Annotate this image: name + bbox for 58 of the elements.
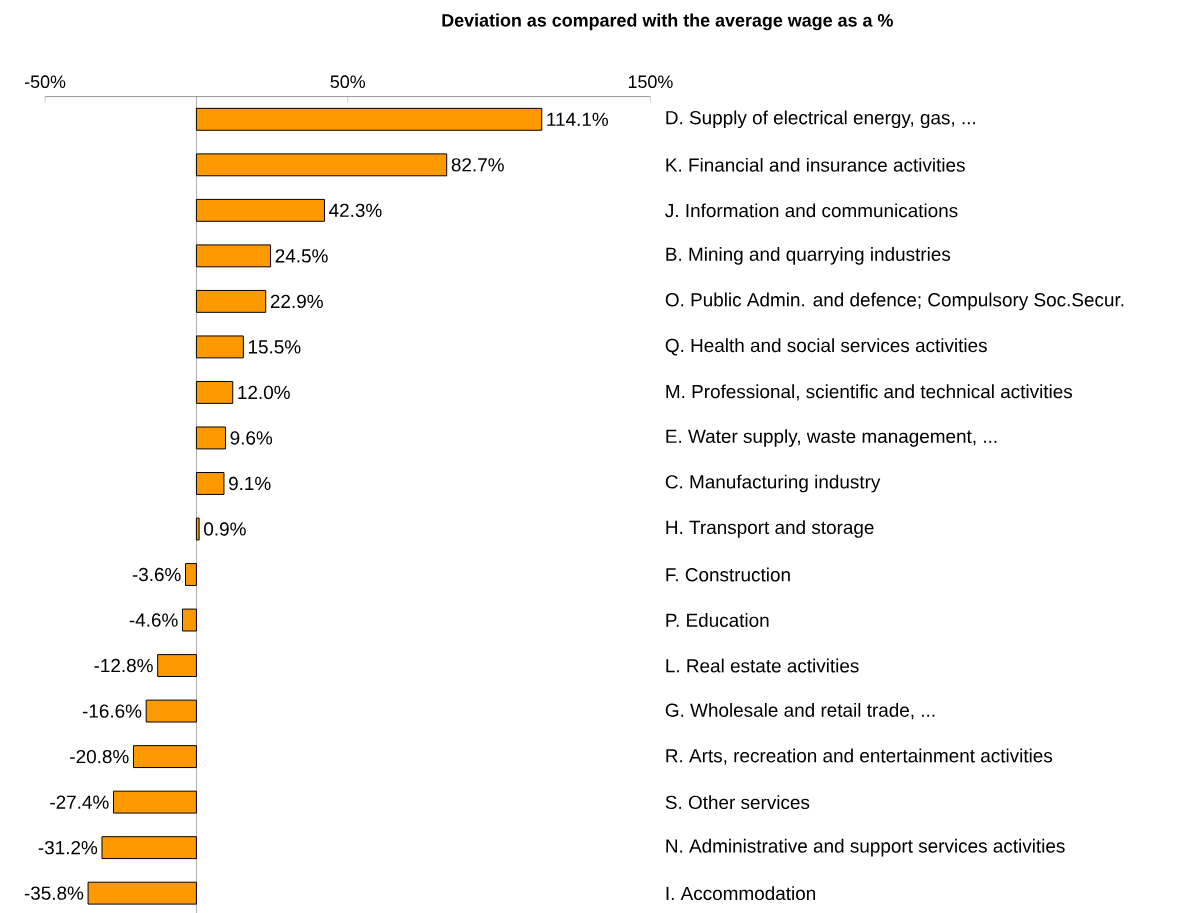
y-tick-label: B. Mining and quarrying industries [666,247,951,265]
data-label: -4.6% [129,613,178,627]
y-tick-label: I. Accommodation [666,886,816,901]
bar [195,426,226,450]
data-label: -3.6% [132,567,181,582]
data-label: -35.8% [24,886,84,900]
bar [195,517,200,541]
bar [185,563,197,586]
bar [181,608,197,632]
y-tick-label: O. Public Admin. and defence; Compulsory Soc.Secur. [665,292,1124,311]
bar [195,289,267,313]
data-label: 15.5% [248,340,301,354]
data-label: 9.1% [229,476,271,491]
bar [101,836,197,860]
bar [112,790,197,814]
bar [195,153,448,177]
y-tick-label: G. Wholesale and retail trade, ... [665,703,935,720]
y-tick-label: E. Water supply, waste management, ... [666,429,997,447]
data-label: 114.1% [547,112,609,126]
data-label: 82.7% [451,158,504,172]
bar [195,381,234,404]
y-tick-label: D. Supply of electrical energy, gas, ... [666,110,976,129]
y-tick-label: J. Information and communications [665,203,958,218]
x-tick-label: -50% [24,75,66,89]
y-tick-label: P. Education [666,613,769,628]
data-label: -16.6% [82,704,142,718]
data-label: 0.9% [204,522,246,536]
y-tick-label: C. Manufacturing industry [665,474,881,493]
data-label: 42.3% [329,203,382,218]
data-label: -31.2% [38,840,98,855]
data-label: 22.9% [270,294,323,309]
y-tick-label: R. Arts, recreation and entertainment activities [666,748,1053,765]
bar [195,472,225,495]
bar [195,244,272,268]
y-tick-label: K. Financial and insurance activities [666,157,965,172]
x-tick-label: 150% [628,75,673,89]
data-label: 9.6% [230,431,273,445]
data-label: 12.0% [238,385,290,400]
bar [87,881,197,905]
bar [195,198,325,222]
y-tick-label: L. Real estate activities [666,658,859,673]
bar [157,654,197,678]
bar [195,107,543,131]
y-tick-label: S. Other services [665,795,810,810]
data-label: 24.5% [275,249,328,263]
data-label: -12.8% [94,658,153,673]
y-tick-label: F. Construction [666,567,790,582]
data-label: -27.4% [50,795,109,809]
chart-title: Deviation as compared with the average wage as a % [442,13,893,31]
y-tick-label: M. Professional, scientific and technical activities [666,384,1073,401]
y-tick-label: Q. Health and social services activities [665,338,987,356]
data-label: -20.8% [70,749,129,764]
y-tick-label: H. Transport and storage [666,520,874,538]
bar [195,335,244,359]
x-tick-label: 50% [330,75,366,89]
bar [132,745,197,769]
bar [145,699,197,723]
y-tick-label: N. Administrative and support services activities [666,838,1065,857]
